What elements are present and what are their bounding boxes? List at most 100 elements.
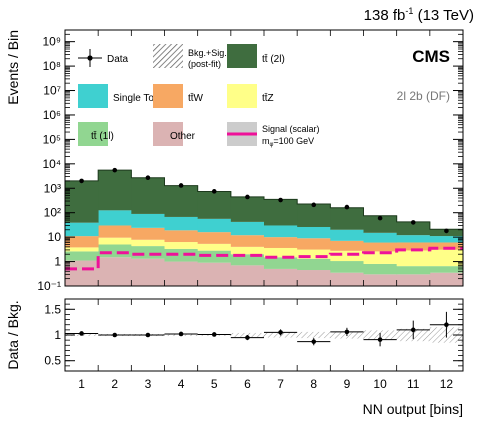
ratio-points [65, 311, 463, 347]
bar-ttw-bin-7 [264, 237, 298, 248]
bar-other-bin-1 [65, 260, 99, 286]
bar-ttbar_2l-bin-2 [98, 170, 132, 211]
bar-ttw-bin-11 [396, 242, 431, 251]
ratio-point-bin-8 [311, 339, 317, 344]
bar-single_top-bin-7 [264, 225, 298, 238]
bar-ttbar_1l-bin-12 [429, 266, 463, 273]
bar-ttbar_1l-bin-1 [65, 251, 99, 261]
bar-ttbar_2l-bin-1 [65, 180, 99, 223]
ratio-point-bin-1 [79, 331, 84, 336]
bar-single_top-bin-1 [65, 222, 99, 237]
bar-ttbar_2l-bin-5 [197, 191, 232, 219]
y-tick-label: 10⁶ [43, 108, 61, 122]
ratio-point-bin-9 [344, 329, 350, 335]
x-tick-label: 4 [178, 377, 185, 391]
luminosity-label: 138 fb-1 (13 TeV) [364, 6, 474, 24]
legend-label-ttbar-1l: tt̄ (1l) [91, 130, 114, 142]
bar-ttw-bin-2 [98, 225, 132, 238]
bar-ttw-bin-5 [197, 232, 232, 244]
bar-ttbar_2l-bin-4 [164, 185, 199, 217]
legend-label-bkg-sig-1: Bkg.+Sig. [188, 48, 227, 58]
bar-ttw-bin-3 [131, 227, 165, 240]
y-tick-label: 10³ [44, 181, 61, 195]
bar-single_top-bin-4 [164, 216, 199, 231]
legend-label-single-top: Single Top [113, 93, 160, 104]
x-tick-label: 7 [277, 377, 284, 391]
y-tick-label: 10⁷ [43, 84, 61, 98]
x-tick-label: 1 [78, 377, 85, 391]
bar-single_top-bin-2 [98, 210, 132, 226]
bar-ttbar_1l-bin-3 [131, 246, 165, 259]
experiment-label: CMS [412, 47, 450, 66]
legend-swatch-ttw [153, 84, 183, 108]
ratio-point-bin-3 [145, 332, 151, 338]
stacked-histogram [65, 169, 463, 286]
main-y-axis: 10⁻¹ 1 10 10² 10³ 10⁴ 10⁵ 10⁶ 10⁷ 10⁸ 10⁹ [37, 29, 463, 293]
bar-ttbar_1l-bin-10 [363, 263, 398, 275]
ratio-band-bin-8 [297, 331, 331, 339]
y-tick-label: 10 [48, 230, 62, 244]
bar-other-bin-10 [363, 274, 398, 286]
main-x-ticks [64, 30, 464, 286]
luminosity-exponent: -1 [405, 6, 414, 16]
legend-label-ttz: tt̄Z [262, 92, 274, 104]
bar-other-bin-9 [330, 272, 364, 286]
legend: Data Bkg.+Sig. (post-fit) tt̄ (2l) Singl… [78, 44, 320, 148]
bar-ttz-bin-9 [330, 250, 364, 262]
bar-single_top-bin-3 [131, 213, 165, 228]
data-point-bin-5 [211, 189, 217, 194]
x-tick-label: 8 [310, 377, 317, 391]
data-point-bin-4 [178, 183, 184, 188]
legend-entry-ttw: tt̄W [153, 84, 204, 108]
luminosity-value: 138 fb [363, 7, 406, 24]
bar-ttz-bin-1 [65, 247, 99, 252]
bar-ttbar_1l-bin-8 [297, 258, 331, 271]
bar-ttbar_1l-bin-2 [98, 244, 132, 258]
ratio-point-bin-7 [278, 330, 283, 335]
bar-other-bin-7 [264, 268, 298, 286]
bar-ttz-bin-8 [297, 249, 331, 259]
signal-line [65, 246, 463, 271]
legend-entry-signal: Signal (scalar) mφ=100 GeV [227, 122, 320, 148]
y-tick-label: 10⁵ [43, 132, 61, 146]
legend-entry-ttbar-2l: tt̄ (2l) [227, 44, 285, 68]
legend-swatch-ttz [227, 84, 257, 108]
data-point-bin-11 [410, 220, 416, 225]
ratio-point-bin-10 [377, 337, 383, 342]
y-tick-label: 10⁸ [43, 59, 61, 73]
ratio-y-axis-title: Data / Bkg. [5, 300, 21, 369]
x-tick-label: 11 [407, 377, 420, 391]
bar-ttbar_1l-bin-7 [264, 257, 298, 269]
data-point-bin-3 [145, 175, 151, 181]
category-label: 2l 2b (DF) [397, 89, 450, 103]
data-point-bin-1 [79, 178, 84, 184]
bar-ttz-bin-3 [131, 239, 165, 247]
bar-other-bin-11 [396, 274, 431, 286]
data-point-bin-7 [278, 197, 283, 203]
bar-other-bin-3 [131, 258, 165, 286]
bar-ttbar_2l-bin-8 [297, 204, 331, 227]
bar-ttbar_2l-bin-3 [131, 177, 165, 214]
x-tick-label: 12 [440, 377, 454, 391]
bar-other-bin-12 [429, 272, 463, 286]
bar-ttbar_2l-bin-6 [230, 196, 265, 222]
bar-ttw-bin-8 [297, 238, 331, 250]
bar-ttbar_2l-bin-9 [330, 207, 364, 230]
ratio-point-bin-5 [211, 332, 217, 337]
legend-label-ttw: tt̄W [188, 92, 204, 104]
legend-swatch-single-top [78, 84, 108, 108]
y-tick-label: 1 [54, 255, 61, 269]
legend-entry-ttbar-1l: tt̄ (1l) [78, 122, 114, 146]
legend-entry-other: Other [153, 122, 196, 146]
bar-ttw-bin-6 [230, 235, 265, 247]
legend-label-bkg-sig-2: (post-fit) [188, 59, 221, 69]
main-y-axis-title: Events / Bin [5, 30, 21, 105]
ratio-x-axis: 1 2 3 4 5 6 7 8 9 10 11 12 [64, 299, 464, 391]
bar-ttw-bin-10 [363, 242, 398, 252]
bar-other-bin-8 [297, 270, 331, 286]
bar-ttbar_2l-bin-7 [264, 199, 298, 226]
ratio-point-bin-2 [112, 332, 118, 338]
bar-ttw-bin-12 [429, 242, 463, 250]
data-points [79, 167, 449, 234]
bar-ttbar_2l-bin-11 [396, 221, 431, 236]
